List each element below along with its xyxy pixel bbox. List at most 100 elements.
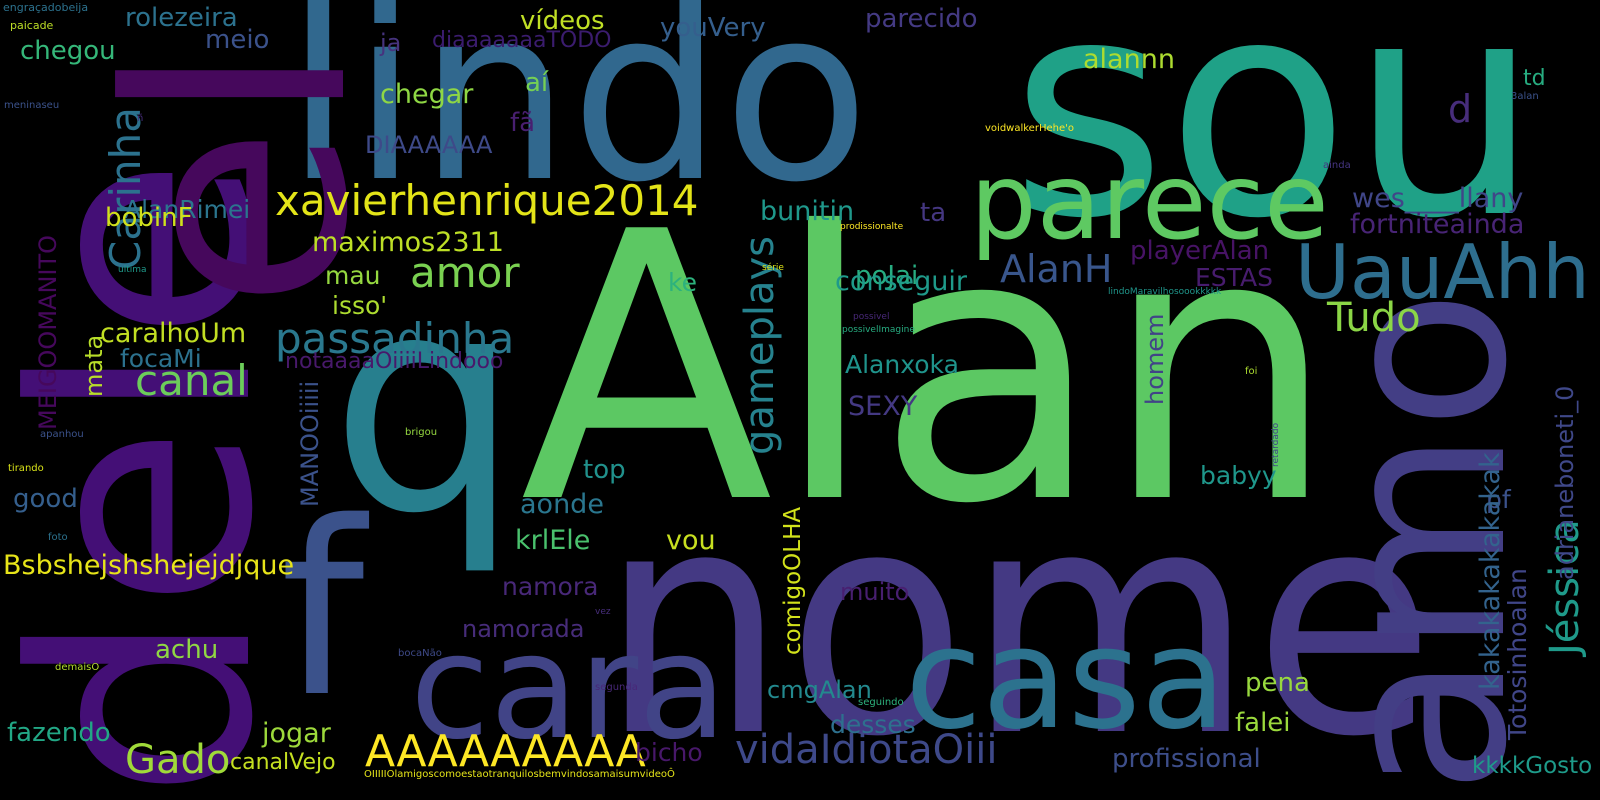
cloud-word: babyy xyxy=(1200,461,1277,490)
cloud-word: lindoMaravilhosoookkkkk xyxy=(1108,287,1222,297)
cloud-word: ESTAS xyxy=(1195,263,1273,292)
cloud-word: cara xyxy=(410,603,728,772)
cloud-word: f xyxy=(280,470,365,750)
cloud-word: krlEle xyxy=(515,525,591,556)
cloud-word: fazendo xyxy=(7,718,111,748)
cloud-word: ke xyxy=(668,268,697,297)
cloud-word: Alan xyxy=(520,155,1338,585)
cloud-word: fã xyxy=(510,108,536,138)
cloud-word: poJai xyxy=(855,261,919,291)
cloud-word: Gado xyxy=(125,737,231,783)
cloud-word: Carinha xyxy=(101,107,150,270)
cloud-word: AlanRimei xyxy=(124,195,251,224)
cloud-word: prodissionalte xyxy=(840,222,904,232)
cloud-word: DIAAAAAA xyxy=(365,131,493,159)
cloud-word: aonde xyxy=(520,489,604,520)
cloud-word: MEIGOOMANITO xyxy=(34,234,62,430)
cloud-word: sou xyxy=(1010,0,1540,284)
cloud-word: focaMi xyxy=(120,344,202,373)
cloud-word: lindo xyxy=(285,0,870,235)
cloud-word: ultima xyxy=(118,265,147,275)
cloud-word: vou xyxy=(666,525,716,556)
cloud-word: OIIIIIOlamigoscomoestaotranquilosbemvind… xyxy=(364,769,675,780)
cloud-word: AAAAAAAAA xyxy=(365,726,646,777)
cloud-word: cmgAlan xyxy=(767,676,872,704)
cloud-word: AlanH xyxy=(1000,247,1113,291)
cloud-word: desses xyxy=(830,710,916,739)
cloud-word: mau xyxy=(325,261,381,290)
cloud-word: canalVejo xyxy=(230,750,336,775)
cloud-word: Totosinhoalan xyxy=(1503,568,1532,740)
cloud-word: amor xyxy=(410,248,520,297)
cloud-word: SEXY xyxy=(848,391,918,422)
cloud-word: bocaNão xyxy=(398,648,442,659)
cloud-word: bobinF xyxy=(105,203,193,233)
cloud-word: pena xyxy=(1245,668,1310,698)
cloud-word: nome xyxy=(600,444,1435,800)
cloud-word: possivelImagine xyxy=(842,325,915,335)
cloud-word: comigoOLHA xyxy=(780,506,806,655)
cloud-word: paicade xyxy=(10,19,54,32)
cloud-word: kakakakakakakak xyxy=(1475,452,1506,690)
cloud-word: bicho xyxy=(635,738,703,767)
cloud-word: namora xyxy=(502,572,599,601)
cloud-word: homem xyxy=(1141,313,1169,405)
cloud-word: alannn xyxy=(1083,44,1175,75)
cloud-word: bunitin xyxy=(760,196,855,227)
cloud-word: maximos2311 xyxy=(312,227,504,258)
cloud-word: casa xyxy=(905,598,1227,761)
cloud-word: meninaseu xyxy=(4,100,60,111)
cloud-word: brigou xyxy=(405,427,438,438)
cloud-word: série xyxy=(762,263,784,273)
cloud-word: vidaIdiotaOiii xyxy=(735,727,998,773)
cloud-word: muito xyxy=(840,578,910,606)
cloud-word: parece xyxy=(970,141,1329,263)
cloud-word: caralhoUm xyxy=(100,318,247,349)
cloud-word: playerAlan xyxy=(1130,236,1270,266)
cloud-word: parecido xyxy=(865,4,978,34)
cloud-word: kkkkGosto xyxy=(1472,753,1593,779)
cloud-word: notaaaaOiiiiLindooo xyxy=(285,349,504,374)
cloud-word: engraçadobeija xyxy=(3,1,89,14)
cloud-word: td xyxy=(1523,66,1546,91)
cloud-word: Bsbshejshshejejdjque xyxy=(3,550,295,581)
cloud-word: chegou xyxy=(20,36,116,66)
cloud-word: foto xyxy=(48,532,68,543)
cloud-word: jogar xyxy=(262,718,331,749)
cloud-word: conseguir xyxy=(835,266,968,297)
cloud-word: wes____llany xyxy=(1352,183,1524,214)
cloud-word: ja xyxy=(380,29,402,57)
cloud-word: fortniteainda xyxy=(1350,209,1525,240)
cloud-word: segunda xyxy=(595,682,638,693)
cloud-word: q xyxy=(330,230,521,579)
cloud-word: top xyxy=(583,455,626,485)
cloud-word: MANOOiiiii xyxy=(296,380,324,507)
cloud-word: d xyxy=(1448,87,1473,131)
cloud-word: UauAhh xyxy=(1295,228,1590,316)
cloud-word: vez xyxy=(595,607,611,617)
cloud-word: namorada xyxy=(462,615,585,643)
cloud-word: foi xyxy=(1245,366,1258,377)
cloud-word: passadinha xyxy=(275,314,515,363)
cloud-word: good xyxy=(13,484,78,514)
cloud-word: youVery xyxy=(660,13,766,43)
cloud-word: isso' xyxy=(332,291,388,320)
cloud-word: demaisO xyxy=(55,662,100,673)
cloud-word: achu xyxy=(155,635,219,665)
cloud-word: possivel xyxy=(853,312,890,322)
cloud-word: xavierhenrique2014 xyxy=(275,176,699,225)
cloud-word: mata xyxy=(80,334,108,397)
cloud-word: diaaaaaaaTODO xyxy=(432,28,612,53)
cloud-word: meio xyxy=(205,25,270,55)
cloud-word: Tudo xyxy=(1327,295,1421,341)
cloud-word: ainda xyxy=(1323,160,1351,171)
cloud-word: chegar xyxy=(380,79,474,110)
cloud-word: 3alan xyxy=(1511,91,1539,102)
cloud-word: seguindo xyxy=(858,697,904,708)
cloud-word: ñ xyxy=(137,113,144,124)
cloud-word: apanhou xyxy=(40,429,84,440)
cloud-word: Alanxoka xyxy=(845,350,959,379)
cloud-word: vídeos xyxy=(520,6,605,36)
cloud-word: falei xyxy=(1235,708,1291,738)
